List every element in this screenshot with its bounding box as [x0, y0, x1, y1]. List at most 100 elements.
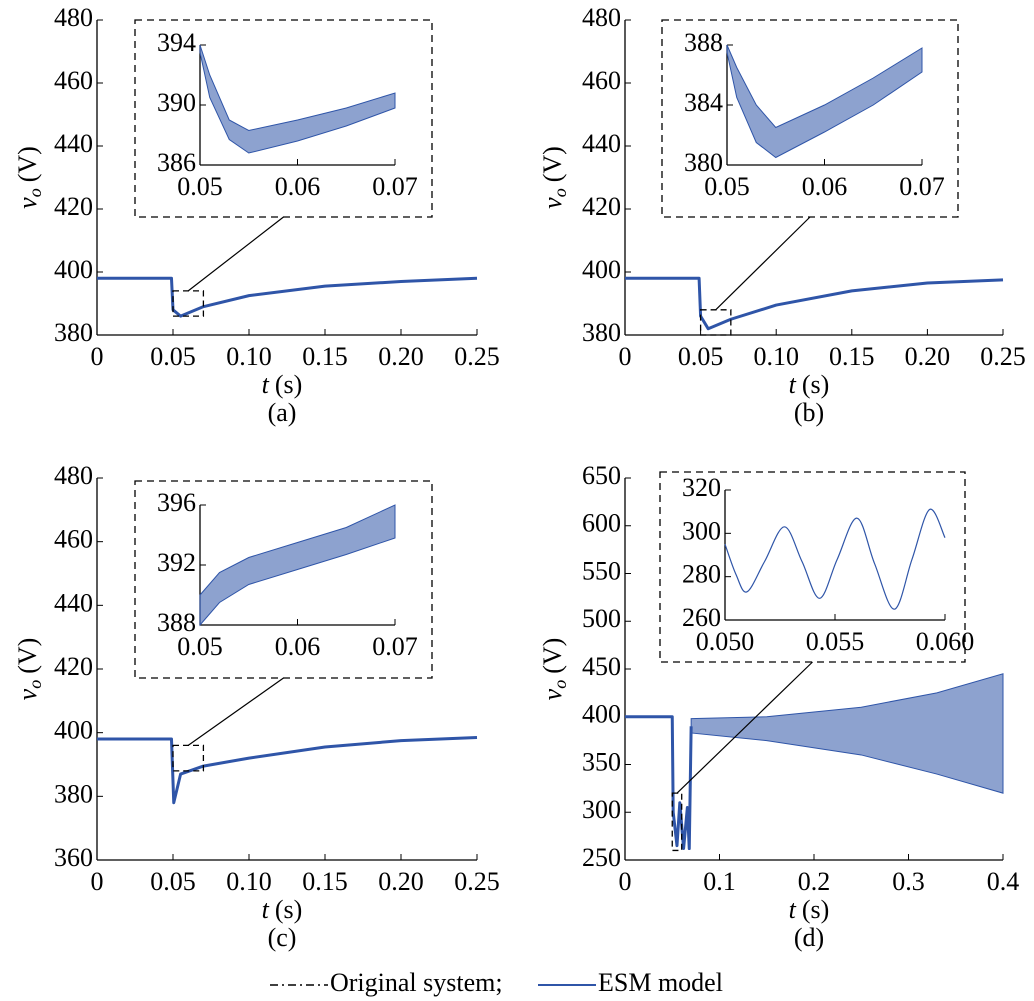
connector: [187, 677, 284, 746]
y-label-unit: (V): [13, 146, 42, 182]
x-tick-label: 0.2: [798, 867, 831, 896]
y-tick-label: 460: [54, 66, 93, 95]
x-tick-label: 0.07: [899, 172, 945, 201]
x-tick-label: 0.05: [177, 632, 223, 661]
x-tick-label: 0.05: [150, 867, 196, 896]
x-label-unit: (s): [275, 370, 302, 399]
x-tick-label: 0.10: [226, 867, 272, 896]
line: [625, 715, 693, 851]
y-tick-label: 360: [54, 843, 93, 872]
y-label-symbol: v: [13, 688, 42, 700]
x-label-unit: (s): [802, 895, 829, 924]
y-label-unit: (V): [13, 638, 42, 674]
y-axis-label: vo (V): [13, 146, 45, 209]
y-tick-label: 550: [582, 556, 621, 585]
connector: [715, 216, 811, 311]
y-tick-label: 384: [684, 88, 723, 117]
y-tick-label: 300: [682, 516, 721, 545]
y-tick-label: 392: [157, 548, 196, 577]
x-tick-label: 0.050: [696, 627, 755, 656]
y-tick-label: 250: [582, 843, 621, 872]
y-tick-label: 440: [54, 129, 93, 158]
x-tick-label: 0.3: [892, 867, 925, 896]
y-tick-label: 480: [582, 3, 621, 32]
y-tick-label: 400: [582, 700, 621, 729]
y-tick-label: 440: [582, 129, 621, 158]
x-tick-label: 0.4: [987, 867, 1020, 896]
y-tick-label: 400: [582, 255, 621, 284]
y-tick-label: 388: [157, 608, 196, 637]
connector: [187, 216, 284, 292]
y-label-sub: o: [550, 188, 570, 197]
x-tick-label: 0: [619, 867, 632, 896]
y-tick-label: 420: [582, 192, 621, 221]
y-tick-label: 650: [582, 461, 621, 490]
x-tick-label: 0.15: [302, 342, 348, 371]
y-tick-label: 380: [684, 148, 723, 177]
x-tick-label: 0.10: [753, 342, 799, 371]
y-tick-label: 350: [582, 747, 621, 776]
x-tick-label: 0.25: [454, 342, 500, 371]
y-tick-label: 480: [54, 461, 93, 490]
x-tick-label: 0.1: [703, 867, 736, 896]
x-label-symbol: t: [789, 370, 797, 399]
x-axis-label: t (s): [262, 370, 303, 399]
x-label-symbol: t: [262, 370, 270, 399]
panel-caption: (c): [268, 923, 297, 952]
y-axis-label: vo (V): [538, 146, 570, 209]
y-tick-label: 500: [582, 604, 621, 633]
x-axis-label: t (s): [262, 895, 303, 924]
x-tick-label: 0.25: [980, 342, 1026, 371]
x-tick-label: 0.05: [678, 342, 724, 371]
y-label-sub: o: [25, 680, 45, 689]
line: [625, 276, 1004, 331]
x-tick-label: 0.07: [372, 172, 418, 201]
band: [690, 673, 1004, 794]
line: [724, 508, 946, 610]
y-tick-label: 460: [582, 66, 621, 95]
band: [199, 44, 396, 154]
x-axis-label: t (s): [789, 370, 830, 399]
x-tick-label: 0.05: [177, 172, 223, 201]
y-tick-label: 450: [582, 652, 621, 681]
x-tick-label: 0.06: [802, 172, 848, 201]
inset-frame: [134, 19, 433, 218]
x-tick-label: 0.05: [704, 172, 750, 201]
y-tick-label: 480: [54, 3, 93, 32]
x-axis-label: t (s): [789, 895, 830, 924]
y-tick-label: 390: [157, 88, 196, 117]
x-tick-label: 0.06: [275, 172, 321, 201]
y-tick-label: 400: [54, 255, 93, 284]
y-tick-label: 300: [582, 795, 621, 824]
x-tick-label: 0.20: [905, 342, 951, 371]
y-tick-label: 260: [682, 603, 721, 632]
y-tick-label: 396: [157, 488, 196, 517]
x-tick-label: 0.20: [378, 867, 424, 896]
inset-frame: [659, 471, 966, 663]
connector: [676, 661, 813, 794]
x-label-symbol: t: [262, 895, 270, 924]
y-tick-label: 440: [54, 588, 93, 617]
y-label-unit: (V): [538, 638, 567, 674]
x-tick-label: 0.055: [806, 627, 865, 656]
legend-label: ESM model: [598, 968, 723, 997]
x-tick-label: 0.15: [302, 867, 348, 896]
y-tick-label: 386: [157, 148, 196, 177]
x-tick-label: 0.07: [372, 632, 418, 661]
x-tick-label: 0: [91, 867, 104, 896]
band: [726, 44, 923, 159]
x-tick-label: 0: [619, 342, 632, 371]
y-tick-label: 280: [682, 560, 721, 589]
x-tick-label: 0: [91, 342, 104, 371]
legend-label: Original system;: [330, 968, 503, 997]
x-tick-label: 0.20: [378, 342, 424, 371]
x-tick-label: 0.06: [275, 632, 321, 661]
x-label-unit: (s): [802, 370, 829, 399]
y-label-symbol: v: [13, 197, 42, 209]
y-tick-label: 320: [682, 473, 721, 502]
panel-caption: (b): [794, 398, 824, 427]
y-tick-label: 394: [157, 28, 196, 57]
y-tick-label: 388: [684, 28, 723, 57]
panel-caption: (d): [794, 923, 824, 952]
y-tick-label: 380: [54, 318, 93, 347]
